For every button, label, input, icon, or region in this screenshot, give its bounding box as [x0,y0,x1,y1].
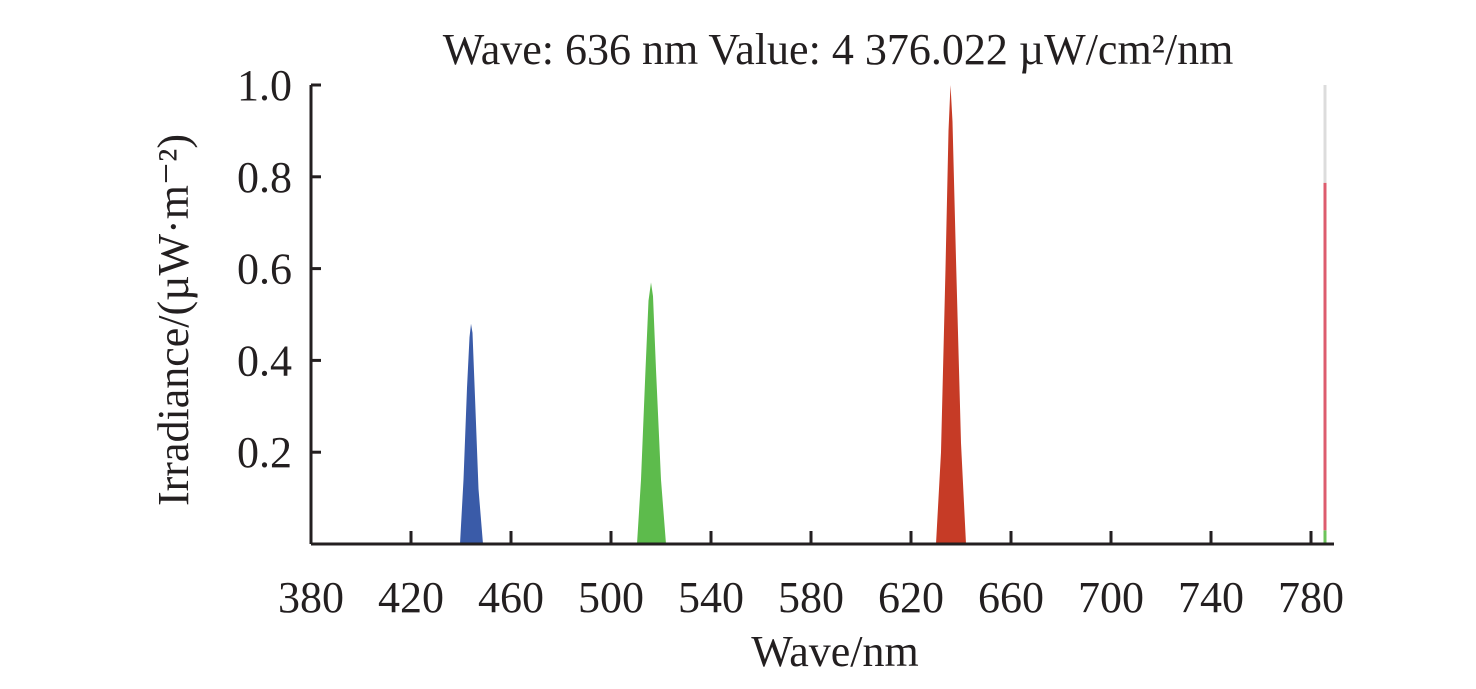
y-axis-label: Irradiance/(µW·m⁻²) [149,134,198,506]
x-tick-label: 660 [978,573,1044,622]
x-tick-label: 540 [678,573,744,622]
x-tick-label: 500 [578,573,644,622]
y-tick-label: 1.0 [237,61,292,110]
x-tick-label: 460 [478,573,544,622]
x-tick-label: 780 [1278,573,1344,622]
y-tick-label: 0.8 [237,153,292,202]
x-tick-label: 580 [778,573,844,622]
y-tick-label: 0.2 [237,428,292,477]
y-tick-label: 0.6 [237,245,292,294]
x-tick-label: 420 [378,573,444,622]
red-peak-area [936,85,966,544]
green-peak-area [637,282,666,544]
x-axis-label: Wave/nm [751,627,919,676]
x-tick-label: 740 [1178,573,1244,622]
chart-title: Wave: 636 nm Value: 4 376.022 µW/cm²/nm [443,25,1234,74]
x-tick-label: 380 [278,573,344,622]
x-tick-label: 620 [878,573,944,622]
y-tick-label: 0.4 [237,336,292,385]
x-tick-label: 700 [1078,573,1144,622]
blue-peak-area [460,323,483,544]
